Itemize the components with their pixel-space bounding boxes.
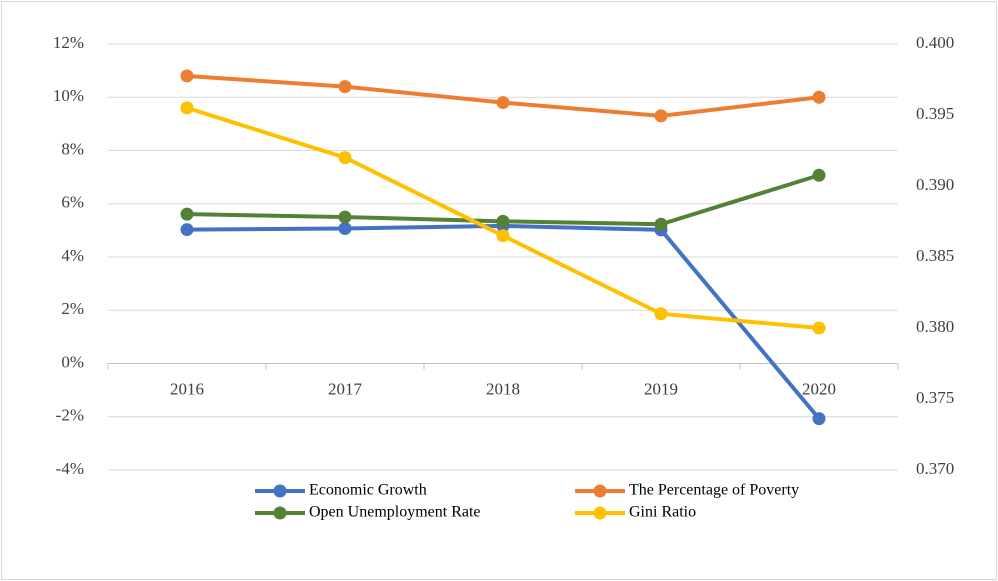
y-tick-label: 2% (61, 299, 84, 318)
data-point (812, 412, 826, 426)
y2-tick-label: 0.400 (916, 33, 954, 52)
y-tick-label: -4% (56, 459, 84, 478)
legend-marker (273, 484, 287, 498)
data-point (180, 207, 194, 221)
data-point (496, 214, 510, 228)
data-point (654, 109, 668, 123)
y2-tick-label: 0.390 (916, 175, 954, 194)
data-point (180, 101, 194, 115)
legend-label: Gini Ratio (629, 504, 696, 521)
y-tick-label: -2% (56, 406, 84, 425)
legend-marker (273, 506, 287, 520)
y-tick-label: 6% (61, 193, 84, 212)
x-tick-label: 2020 (802, 379, 836, 398)
y2-tick-label: 0.370 (916, 459, 954, 478)
data-point (496, 229, 510, 243)
data-point (180, 223, 194, 237)
legend-label: Open Unemployment Rate (309, 504, 481, 521)
data-point (654, 307, 668, 321)
data-point (654, 217, 668, 231)
y2-tick-label: 0.385 (916, 246, 954, 265)
y-tick-label: 10% (53, 86, 84, 105)
data-point (338, 222, 352, 236)
y-tick-label: 0% (61, 352, 84, 371)
x-tick-label: 2018 (486, 379, 520, 398)
x-tick-label: 2017 (328, 379, 363, 398)
x-tick-label: 2019 (644, 379, 678, 398)
data-point (338, 151, 352, 165)
y-tick-label: 4% (61, 246, 84, 265)
data-point (812, 321, 826, 335)
legend-marker (593, 484, 607, 498)
data-point (496, 96, 510, 110)
data-point (338, 80, 352, 94)
y2-tick-label: 0.375 (916, 388, 954, 407)
data-point (180, 69, 194, 83)
y-tick-label: 8% (61, 139, 84, 158)
x-tick-label: 2016 (170, 379, 204, 398)
y-tick-label: 12% (53, 33, 84, 52)
y2-tick-label: 0.395 (916, 104, 954, 123)
y2-tick-label: 0.380 (916, 317, 954, 336)
data-point (812, 90, 826, 104)
legend-label: The Percentage of Poverty (629, 482, 799, 499)
legend: Economic Growth The Percentage of Poverty… (255, 482, 799, 521)
legend-marker (593, 506, 607, 520)
data-point (812, 168, 826, 182)
data-point (338, 210, 352, 224)
legend-label: Economic Growth (309, 482, 427, 499)
